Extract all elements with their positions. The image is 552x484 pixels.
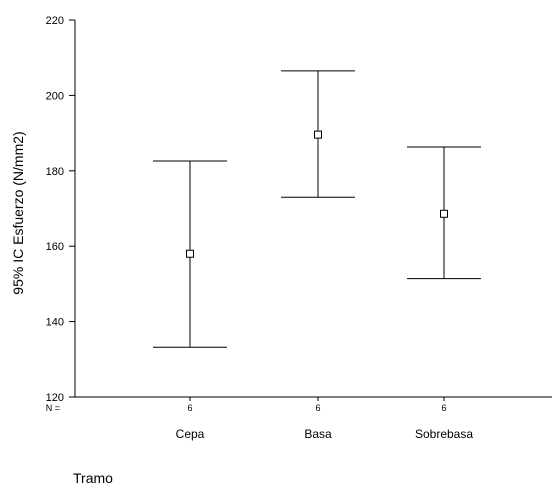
- y-tick-label: 220: [46, 15, 64, 27]
- y-tick-label: 160: [46, 241, 64, 253]
- mean-marker: [186, 249, 194, 258]
- category-label: Cepa: [176, 427, 205, 441]
- y-axis-title: 95% IC Esfuerzo (N/mm2): [10, 131, 26, 294]
- axes: [74, 20, 552, 398]
- y-tick-label: 140: [46, 317, 64, 329]
- y-tick-label: 180: [46, 166, 64, 178]
- n-row: N = 6 6 6: [46, 403, 447, 413]
- category-label: Sobrebasa: [415, 427, 473, 441]
- y-tick-label: 120: [46, 392, 64, 404]
- n-value-label: 6: [441, 403, 446, 413]
- n-value-label: 6: [187, 403, 192, 413]
- category-label: Basa: [304, 427, 332, 441]
- mean-marker: [314, 130, 322, 139]
- error-bar-cepa: [153, 160, 227, 348]
- y-tick-label: 200: [46, 90, 64, 102]
- n-prefix-label: N =: [46, 403, 60, 413]
- y-ticks: 120 140 160 180 200 220: [46, 15, 75, 404]
- x-ticks: Cepa Basa Sobrebasa: [176, 397, 473, 441]
- error-bar-basa: [281, 70, 355, 198]
- mean-marker: [440, 209, 448, 218]
- n-value-label: 6: [315, 403, 320, 413]
- error-bar-sobrebasa: [407, 146, 481, 280]
- series-error-bars: [153, 70, 481, 348]
- x-axis-title: Tramo: [73, 470, 113, 484]
